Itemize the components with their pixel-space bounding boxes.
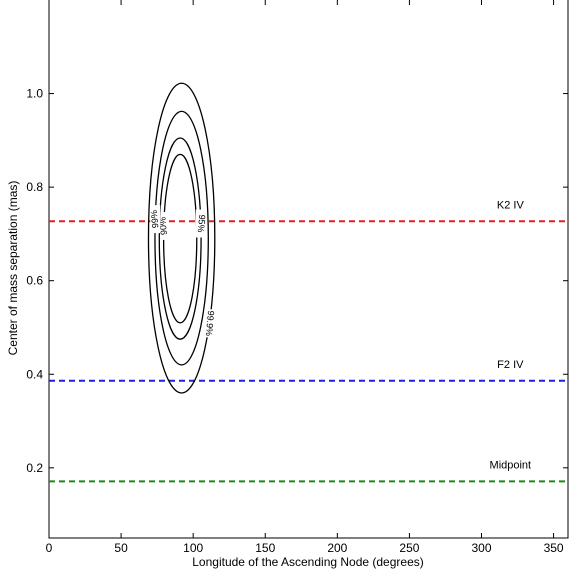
y-axis-ticks: 0.2 0.4 0.6 0.8 1.0	[26, 87, 568, 475]
y-axis-title: Center of mass separation (mas)	[6, 181, 20, 356]
plot-frame	[48, 0, 569, 539]
contour-line	[154, 110, 209, 366]
x-tick-label: 350	[544, 541, 564, 555]
contour-label: 95%	[196, 214, 208, 233]
reference-line-label: F2 IV	[497, 359, 524, 371]
x-tick-label: 50	[114, 541, 128, 555]
contour-label-bg	[158, 211, 169, 240]
x-tick-label: 200	[327, 541, 347, 555]
x-tick-label: 250	[399, 541, 419, 555]
reference-line-label: K2 IV	[497, 199, 525, 211]
y-tick-label: 1.0	[26, 87, 43, 101]
contour-label: 99%	[149, 210, 161, 229]
contour-label-bg	[195, 209, 206, 238]
reference-line-label: Midpoint	[490, 459, 532, 471]
x-axis-title: Longitude of the Ascending Node (degrees…	[192, 555, 424, 569]
reference-lines: K2 IV F2 IV Midpoint	[49, 199, 568, 483]
y-tick-label: 0.6	[26, 274, 43, 288]
x-tick-label: 150	[255, 541, 275, 555]
x-tick-label: 100	[183, 541, 203, 555]
contour-line	[147, 82, 216, 394]
confidence-contours: 90% 95% 99% 99.9%	[147, 82, 216, 394]
contour-label-bg	[204, 309, 215, 338]
y-tick-label: 0.2	[26, 461, 43, 475]
contour-line	[158, 137, 202, 340]
y-tick-label: 0.8	[26, 180, 43, 194]
x-tick-label: 0	[46, 541, 53, 555]
x-axis-ticks: 0 50 100 150 200 250 300 350	[46, 0, 564, 555]
contour-label-bg	[150, 205, 161, 234]
contour-label: 99.9%	[204, 310, 216, 336]
x-tick-label: 300	[471, 541, 491, 555]
y-tick-label: 0.4	[26, 367, 43, 381]
contour-label: 90%	[157, 217, 169, 236]
